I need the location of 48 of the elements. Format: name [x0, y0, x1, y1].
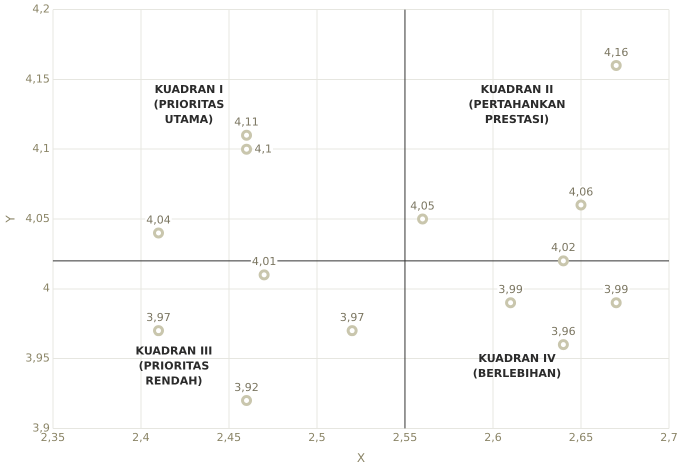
point: [558, 255, 569, 266]
data-label: 3,99: [604, 283, 628, 296]
data-label: 4,16: [604, 46, 628, 59]
annotation: KUADRAN IV (BERLEBIHAN): [472, 352, 562, 380]
point: [610, 297, 622, 308]
x-tick-label: 2,7: [660, 430, 678, 444]
point: [241, 130, 252, 141]
data-label: 4,02: [551, 241, 576, 254]
y-tick-label: 3,9: [32, 421, 50, 434]
data-label: 3,97: [340, 311, 364, 324]
point: [153, 325, 164, 336]
point: [241, 394, 252, 406]
y-axis-title: Y: [3, 214, 18, 224]
annotation: KUADRAN II (PERTAHANKAN PRESTASI): [468, 83, 566, 126]
point: [417, 214, 428, 224]
data-label: 3,92: [234, 380, 259, 394]
point: [241, 144, 252, 155]
data-label: 4,11: [234, 116, 259, 129]
data-label: 4,1: [254, 142, 272, 156]
y-tick-label: 4,1: [32, 142, 50, 156]
data-label: 4,05: [410, 199, 435, 212]
y-tick-label: 3,95: [25, 351, 50, 364]
x-tick-label: 2,65: [568, 430, 594, 444]
data-label: 4,01: [252, 255, 276, 268]
point: [558, 339, 569, 350]
data-label: 3,97: [146, 311, 171, 324]
annotation: KUADRAN I (PRIORITAS UTAMA): [154, 83, 224, 126]
x-tick-label: 2,55: [392, 430, 418, 444]
data-label: 4,04: [146, 213, 171, 226]
y-tick-label: 4,15: [25, 72, 50, 86]
x-tick-label: 2,6: [484, 430, 502, 444]
point: [575, 200, 586, 211]
point: [258, 269, 270, 280]
y-tick-label: 4,2: [32, 2, 50, 16]
point: [610, 60, 622, 71]
point: [346, 325, 358, 336]
y-tick-label: 4,05: [25, 212, 50, 225]
x-tick-label: 2,45: [216, 430, 242, 444]
y-tick-label: 4: [42, 282, 50, 295]
x-tick-label: 2,4: [132, 430, 150, 444]
data-label: 3,96: [551, 325, 576, 338]
data-label: 3,99: [498, 283, 523, 296]
x-axis-title: X: [356, 450, 366, 465]
data-label: 4,06: [568, 185, 594, 198]
point: [153, 227, 164, 238]
x-tick-label: 2,5: [308, 430, 326, 444]
annotation: KUADRAN III (PRIORITAS RENDAH): [135, 344, 212, 388]
point: [505, 297, 516, 308]
